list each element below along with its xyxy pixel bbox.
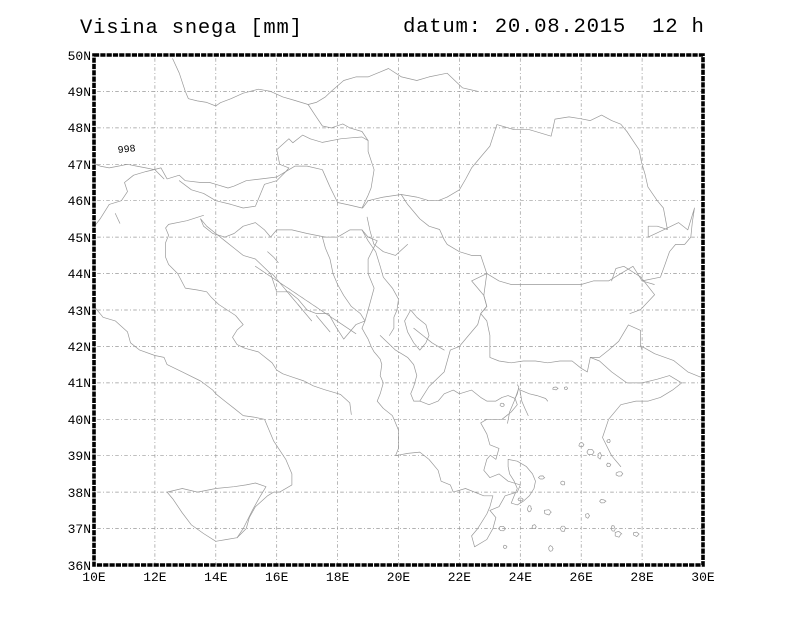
svg-text:998: 998 — [117, 144, 136, 157]
